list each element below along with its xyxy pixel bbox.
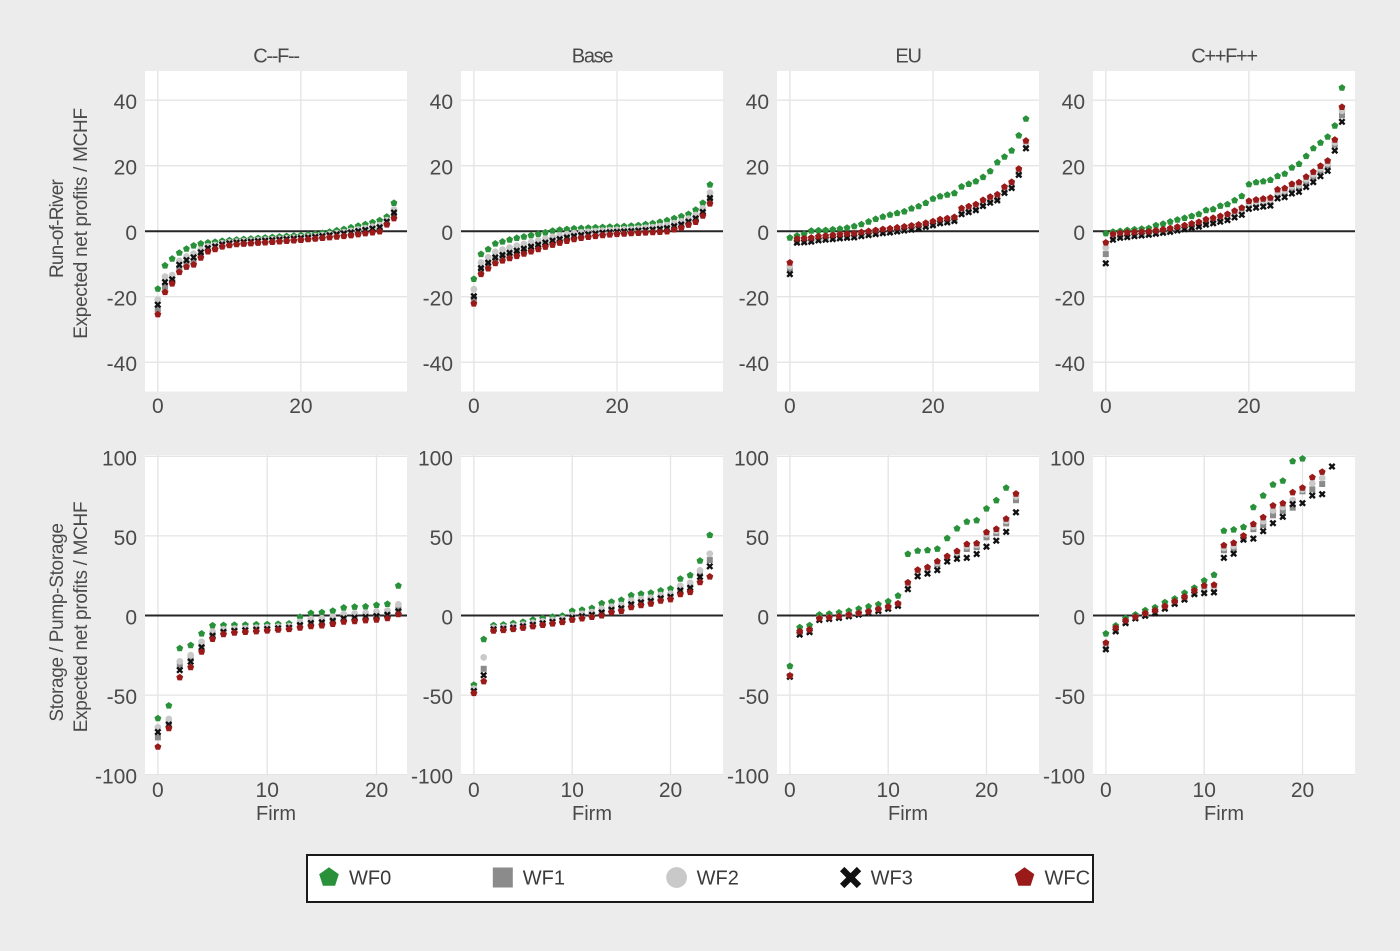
svg-text:0: 0 — [784, 395, 796, 418]
svg-text:-40: -40 — [739, 353, 769, 376]
svg-text:-100: -100 — [95, 766, 137, 789]
svg-text:20: 20 — [605, 395, 628, 418]
svg-text:Storage / Pump-Storage: Storage / Pump-Storage — [47, 523, 68, 721]
svg-text:0: 0 — [1100, 779, 1112, 802]
svg-text:-40: -40 — [423, 353, 453, 376]
svg-text:WF2: WF2 — [697, 868, 739, 890]
svg-text:20: 20 — [921, 395, 944, 418]
svg-text:-20: -20 — [739, 288, 769, 311]
svg-text:0: 0 — [468, 395, 480, 418]
svg-text:0: 0 — [125, 222, 137, 245]
svg-text:0: 0 — [152, 395, 164, 418]
svg-text:-50: -50 — [739, 686, 769, 709]
svg-text:WF1: WF1 — [523, 868, 565, 890]
svg-text:-40: -40 — [107, 353, 137, 376]
svg-text:20: 20 — [975, 779, 998, 802]
svg-text:40: 40 — [114, 91, 137, 114]
svg-text:0: 0 — [784, 779, 796, 802]
svg-text:Firm: Firm — [572, 803, 612, 825]
svg-text:-40: -40 — [1055, 353, 1085, 376]
svg-text:-50: -50 — [1055, 686, 1085, 709]
svg-text:20: 20 — [746, 157, 769, 180]
svg-text:Base: Base — [572, 46, 614, 68]
svg-text:0: 0 — [468, 779, 480, 802]
svg-text:10: 10 — [1193, 779, 1216, 802]
svg-text:0: 0 — [1073, 222, 1085, 245]
svg-text:Firm: Firm — [888, 803, 928, 825]
svg-text:C--F--: C--F-- — [253, 46, 299, 68]
svg-text:Expected net profits / MCHF: Expected net profits / MCHF — [71, 502, 92, 733]
svg-text:WF3: WF3 — [871, 868, 913, 890]
svg-text:0: 0 — [125, 607, 137, 630]
svg-text:0: 0 — [757, 607, 769, 630]
svg-text:0: 0 — [152, 779, 164, 802]
svg-text:Firm: Firm — [1204, 803, 1244, 825]
svg-text:0: 0 — [757, 222, 769, 245]
svg-text:0: 0 — [441, 222, 453, 245]
svg-text:Run-of-River: Run-of-River — [47, 178, 68, 278]
svg-text:50: 50 — [1062, 527, 1085, 550]
svg-text:Firm: Firm — [256, 803, 296, 825]
svg-text:100: 100 — [418, 447, 453, 470]
svg-text:10: 10 — [877, 779, 900, 802]
svg-text:0: 0 — [1073, 607, 1085, 630]
svg-text:WFC: WFC — [1045, 868, 1091, 890]
svg-text:-50: -50 — [107, 686, 137, 709]
svg-text:WF0: WF0 — [349, 868, 391, 890]
svg-text:0: 0 — [441, 607, 453, 630]
svg-text:-20: -20 — [107, 288, 137, 311]
svg-text:50: 50 — [746, 527, 769, 550]
svg-text:20: 20 — [430, 157, 453, 180]
svg-text:20: 20 — [659, 779, 682, 802]
svg-text:-20: -20 — [1055, 288, 1085, 311]
svg-text:50: 50 — [430, 527, 453, 550]
svg-text:10: 10 — [256, 779, 279, 802]
svg-text:20: 20 — [1237, 395, 1260, 418]
svg-text:20: 20 — [289, 395, 312, 418]
svg-text:100: 100 — [1050, 447, 1085, 470]
svg-text:-100: -100 — [727, 766, 769, 789]
svg-text:40: 40 — [746, 91, 769, 114]
svg-text:40: 40 — [1062, 91, 1085, 114]
svg-text:20: 20 — [114, 157, 137, 180]
svg-text:-20: -20 — [423, 288, 453, 311]
svg-text:10: 10 — [561, 779, 584, 802]
svg-text:50: 50 — [114, 527, 137, 550]
svg-text:-50: -50 — [423, 686, 453, 709]
svg-text:40: 40 — [430, 91, 453, 114]
svg-text:20: 20 — [1062, 157, 1085, 180]
svg-text:-100: -100 — [1043, 766, 1085, 789]
svg-text:-100: -100 — [411, 766, 453, 789]
svg-text:100: 100 — [734, 447, 769, 470]
svg-text:EU: EU — [895, 46, 920, 68]
svg-text:Expected net profits / MCHF: Expected net profits / MCHF — [71, 108, 92, 339]
svg-text:20: 20 — [365, 779, 388, 802]
svg-text:C++F++: C++F++ — [1191, 46, 1257, 68]
svg-text:100: 100 — [102, 447, 137, 470]
svg-text:0: 0 — [1100, 395, 1112, 418]
svg-text:20: 20 — [1291, 779, 1314, 802]
